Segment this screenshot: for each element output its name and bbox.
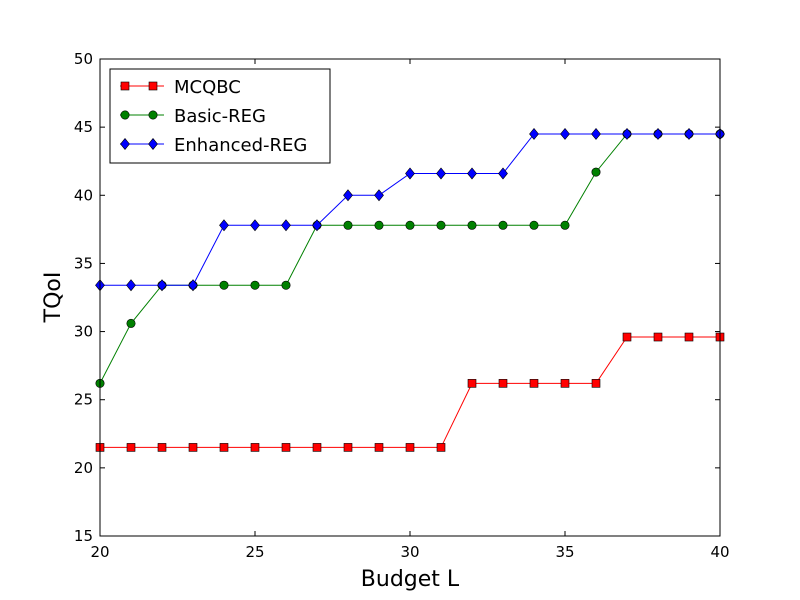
data-point-mcqbc: [250, 443, 260, 452]
legend-marker-basic-reg: [120, 110, 130, 120]
data-point-basic-reg: [343, 220, 353, 230]
x-axis-label: Budget L: [361, 567, 460, 592]
data-point-enhanced-reg: [498, 167, 508, 180]
y-tick-label: 30: [74, 323, 93, 341]
data-point-basic-reg: [591, 167, 601, 177]
data-point-enhanced-reg: [343, 189, 353, 202]
data-point-basic-reg: [436, 220, 446, 230]
data-point-enhanced-reg: [591, 127, 601, 140]
data-point-basic-reg: [219, 280, 229, 290]
data-point-enhanced-reg: [188, 279, 198, 292]
data-point-basic-reg: [467, 220, 477, 230]
legend-marker-mcqbc: [148, 81, 158, 91]
data-point-enhanced-reg: [436, 167, 446, 180]
data-point-mcqbc: [498, 379, 508, 388]
series-layer: [95, 127, 725, 452]
y-tick-label: 20: [74, 459, 93, 477]
data-point-basic-reg: [281, 280, 291, 290]
data-point-basic-reg: [529, 220, 539, 230]
x-tick-label: 25: [245, 543, 264, 561]
legend-marker-enhanced-reg: [148, 138, 158, 150]
data-point-enhanced-reg: [312, 219, 322, 232]
data-point-mcqbc: [684, 332, 694, 342]
data-point-enhanced-reg: [529, 127, 539, 140]
legend-label-basic-reg: Basic-REG: [174, 106, 266, 127]
data-point-enhanced-reg: [281, 219, 291, 232]
data-point-basic-reg: [374, 220, 384, 230]
data-point-mcqbc: [157, 443, 167, 452]
legend-box: [109, 68, 331, 164]
data-point-mcqbc: [126, 443, 136, 452]
data-point-enhanced-reg: [250, 219, 260, 232]
y-tick-label: 15: [74, 527, 93, 545]
data-point-basic-reg: [250, 280, 260, 290]
data-point-mcqbc: [374, 443, 384, 452]
data-point-enhanced-reg: [653, 127, 663, 140]
data-point-mcqbc: [343, 443, 353, 452]
y-tick-label: 35: [74, 254, 93, 272]
y-axis-label: TQoI: [41, 272, 66, 324]
legend-marker-basic-reg: [148, 110, 158, 120]
data-point-mcqbc: [529, 379, 539, 388]
data-point-mcqbc: [188, 443, 198, 452]
legend-label-mcqbc: MCQBC: [174, 77, 241, 98]
legend-marker-mcqbc: [120, 81, 130, 91]
y-tick-label: 25: [74, 391, 93, 409]
x-tick-label: 40: [710, 543, 729, 561]
data-point-enhanced-reg: [622, 127, 632, 140]
data-point-basic-reg: [560, 220, 570, 230]
x-tick-label: 20: [90, 543, 109, 561]
data-point-mcqbc: [436, 443, 446, 452]
data-point-enhanced-reg: [126, 279, 136, 292]
data-point-mcqbc: [653, 332, 663, 342]
legend-label-enhanced-reg: Enhanced-REG: [174, 135, 307, 156]
data-point-enhanced-reg: [157, 279, 167, 292]
data-point-mcqbc: [281, 443, 291, 452]
data-point-mcqbc: [591, 379, 601, 388]
series-enhanced-reg: [95, 127, 725, 292]
data-point-mcqbc: [405, 443, 415, 452]
data-point-basic-reg: [405, 220, 415, 230]
data-point-mcqbc: [622, 332, 632, 342]
data-point-basic-reg: [498, 220, 508, 230]
x-tick-label: 30: [400, 543, 419, 561]
data-point-enhanced-reg: [405, 167, 415, 180]
y-tick-label: 50: [74, 50, 93, 68]
data-point-enhanced-reg: [684, 127, 694, 140]
data-point-enhanced-reg: [467, 167, 477, 180]
data-point-enhanced-reg: [219, 219, 229, 232]
data-point-enhanced-reg: [374, 189, 384, 202]
data-point-enhanced-reg: [560, 127, 570, 140]
legend-marker-enhanced-reg: [120, 138, 130, 150]
legend: MCQBC Basic-REG Enhanced-REG: [109, 68, 331, 164]
data-point-mcqbc: [560, 379, 570, 388]
y-tick-label: 40: [74, 186, 93, 204]
x-tick-label: 35: [555, 543, 574, 561]
data-point-mcqbc: [467, 379, 477, 388]
data-point-mcqbc: [219, 443, 229, 452]
data-point-mcqbc: [312, 443, 322, 452]
y-tick-label: 45: [74, 118, 93, 136]
data-point-basic-reg: [126, 318, 136, 328]
